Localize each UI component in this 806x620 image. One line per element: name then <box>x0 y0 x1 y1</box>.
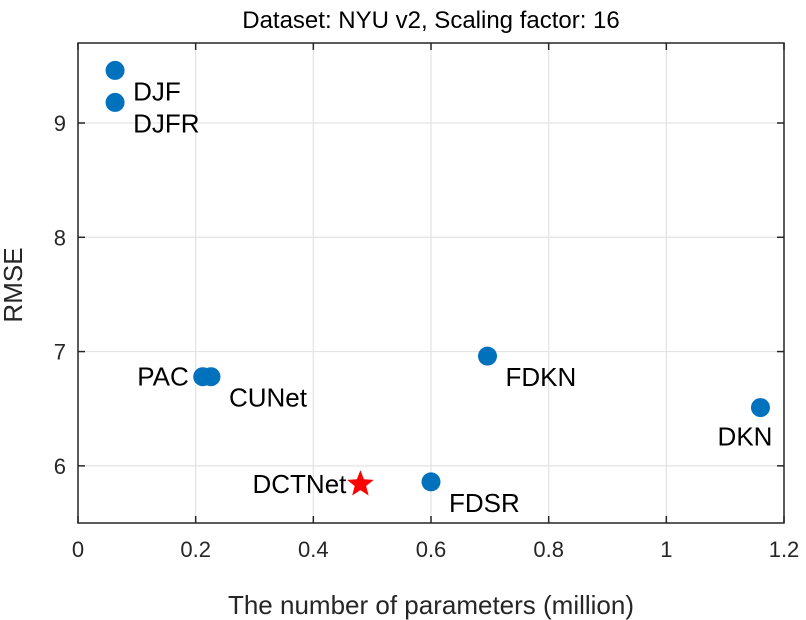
point-label-djfr: DJFR <box>133 108 199 138</box>
x-axis-label: The number of parameters (million) <box>228 590 634 620</box>
x-tick-label: 0.6 <box>416 537 447 562</box>
point-label-dctnet: DCTNet <box>252 469 347 499</box>
point-djfr <box>105 92 125 112</box>
chart-title: Dataset: NYU v2, Scaling factor: 16 <box>242 7 620 34</box>
point-dctnet <box>347 470 374 496</box>
axes-ticks: 0 0.2 0.4 0.6 0.8 1 1.2 6 7 8 9 <box>54 43 800 562</box>
x-tick-label: 0 <box>72 537 84 562</box>
point-fdsr <box>421 472 441 492</box>
x-tick-label: 0.4 <box>298 537 329 562</box>
grid <box>77 43 785 523</box>
y-tick-label: 6 <box>54 454 66 479</box>
y-tick-label: 9 <box>54 111 66 136</box>
x-tick-label: 0.8 <box>533 537 564 562</box>
point-label-pac: PAC <box>137 362 189 392</box>
y-axis-label: RMSE <box>0 247 28 322</box>
point-label-fdkn: FDKN <box>505 362 576 392</box>
point-label-cunet: CUNet <box>229 383 308 413</box>
point-djf <box>105 60 125 80</box>
x-tick-label: 0.2 <box>180 537 211 562</box>
point-cunet <box>201 367 221 387</box>
point-label-dkn: DKN <box>718 422 773 452</box>
point-dkn <box>750 398 770 418</box>
y-tick-label: 7 <box>54 340 66 365</box>
x-tick-label: 1 <box>660 537 672 562</box>
point-label-fdsr: FDSR <box>449 488 520 518</box>
y-tick-label: 8 <box>54 225 66 250</box>
point-fdkn <box>477 346 497 366</box>
point-label-djf: DJF <box>133 76 181 106</box>
x-tick-label: 1.2 <box>769 537 800 562</box>
